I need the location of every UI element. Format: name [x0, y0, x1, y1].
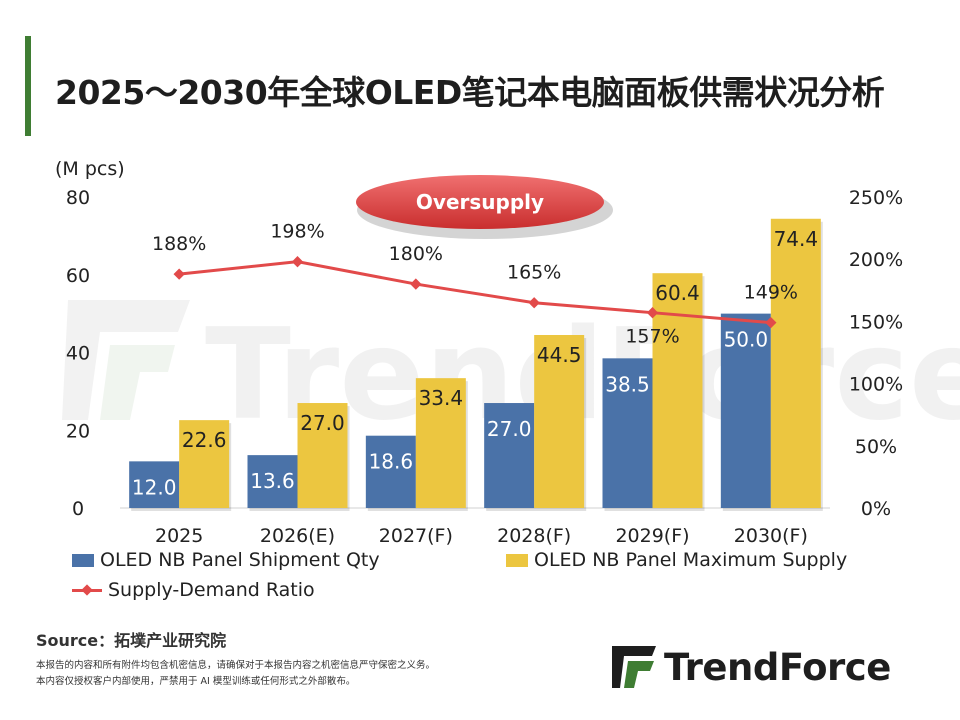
y-axis-tick-label: 40 — [66, 343, 90, 365]
bar-supply — [534, 335, 585, 508]
trendforce-logo-text: TrendForce — [664, 645, 891, 689]
y2-axis-tick-label: 50% — [855, 436, 897, 458]
y2-axis-tick-label: 100% — [849, 374, 903, 396]
legend-swatch-supply — [506, 553, 528, 567]
data-label-supply: 33.4 — [419, 386, 464, 410]
page-title: 2025～2030年全球OLED笔记本电脑面板供需状况分析 — [55, 73, 885, 112]
ratio-line — [179, 260, 771, 325]
bar-shipment — [247, 455, 298, 508]
data-label-shipment: 12.0 — [132, 475, 177, 499]
legend-label-shipment: OLED NB Panel Shipment Qty — [100, 549, 380, 571]
bar-shipment — [129, 461, 180, 508]
y2-axis-tick-label: 250% — [849, 187, 903, 209]
ratio-label: 165% — [507, 262, 561, 284]
y2-axis-tick-label: 150% — [849, 311, 903, 333]
x-axis-category-label: 2029(F) — [615, 525, 689, 547]
y-axis-tick-label: 20 — [66, 420, 90, 442]
bar-shipment — [484, 403, 535, 508]
bar-supply — [770, 218, 821, 508]
ratio-point — [410, 278, 422, 290]
data-label-shipment: 18.6 — [369, 450, 414, 474]
data-label-supply: 27.0 — [300, 411, 345, 435]
bar-supply — [652, 273, 703, 508]
data-label-supply: 60.4 — [655, 281, 700, 305]
y-axis-tick-label: 0 — [72, 498, 84, 520]
legend-swatch-shipment — [72, 553, 94, 567]
data-label-supply: 22.6 — [182, 428, 227, 452]
x-axis-category-label: 2027(F) — [379, 525, 453, 547]
title-accent-bar — [25, 36, 31, 136]
bar-shipment — [602, 358, 653, 508]
bar-supply — [179, 420, 230, 508]
y-axis-unit-label: (M pcs) — [55, 158, 125, 180]
y-axis-tick-label: 60 — [66, 265, 90, 287]
data-label-shipment: 50.0 — [724, 328, 769, 352]
legend-item-shipment: OLED NB Panel Shipment Qty — [72, 549, 380, 571]
bar-shipment — [365, 435, 416, 508]
bar-supply — [297, 403, 348, 508]
legend-swatch-ratio — [72, 583, 102, 597]
ratio-point — [646, 307, 659, 319]
ratio-label: 188% — [152, 233, 206, 255]
ratio-point — [765, 316, 777, 329]
ratio-label: 157% — [625, 326, 679, 348]
ratio-point — [291, 256, 304, 268]
y2-axis-tick-label: 200% — [849, 249, 903, 271]
disclaimer-line-2: 本内容仅授权客户内部使用，严禁用于 AI 模型训练或任何形式之外部散布。 — [36, 676, 356, 687]
disclaimer-line-1: 本报告的内容和所有附件均包含机密信息，请确保对于本报告内容之机密信息严守保密之义… — [36, 660, 436, 671]
oversupply-label: Oversupply — [416, 190, 544, 214]
oversupply-annotation: Oversupply — [356, 175, 613, 239]
ratio-label: 149% — [744, 282, 798, 304]
trendforce-logo-icon — [612, 646, 656, 688]
ratio-point — [528, 297, 540, 309]
y-axis-tick-label: 80 — [66, 187, 90, 209]
data-label-shipment: 13.6 — [250, 469, 295, 493]
x-axis-category-label: 2028(F) — [497, 525, 571, 547]
bar-supply — [415, 378, 466, 508]
trendforce-logo: TrendForce — [612, 644, 891, 690]
data-label-supply: 44.5 — [537, 343, 582, 367]
y2-axis-tick-label: 0% — [861, 498, 891, 520]
bar-shipment — [720, 313, 771, 508]
data-label-shipment: 27.0 — [487, 417, 532, 441]
ratio-label: 198% — [270, 221, 324, 243]
data-label-supply: 74.4 — [774, 227, 819, 251]
data-label-shipment: 38.5 — [605, 372, 650, 396]
x-axis-category-label: 2030(F) — [734, 525, 808, 547]
x-axis-category-label: 2025 — [155, 525, 203, 547]
legend-item-supply: OLED NB Panel Maximum Supply — [506, 549, 847, 571]
ratio-point — [173, 268, 185, 280]
source-note: Source：拓墣产业研究院 — [36, 631, 227, 650]
legend-label-supply: OLED NB Panel Maximum Supply — [534, 549, 848, 571]
ratio-label: 180% — [389, 243, 443, 265]
legend-item-ratio: Supply-Demand Ratio — [72, 579, 315, 601]
x-axis-category-label: 2026(E) — [260, 525, 335, 547]
legend-label-ratio: Supply-Demand Ratio — [108, 579, 315, 601]
